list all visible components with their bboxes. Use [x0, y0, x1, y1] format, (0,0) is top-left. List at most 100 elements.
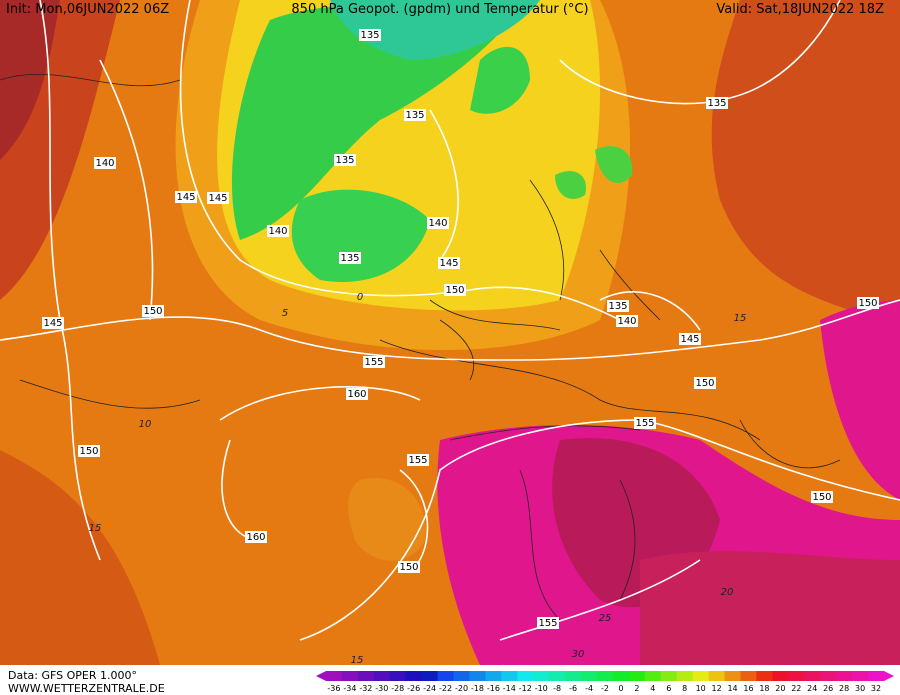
label-box — [334, 154, 356, 166]
colorbar-swatch — [549, 671, 566, 681]
geopotential-label: 155 — [408, 455, 427, 466]
colorbar-swatch — [517, 671, 534, 681]
colorbar-swatch — [708, 671, 726, 681]
init-time: Init: Mon,06JUN2022 06Z — [6, 2, 169, 17]
temperature-label: 10 — [139, 419, 152, 430]
label-box — [339, 252, 361, 264]
colorbar-label: 28 — [839, 684, 849, 693]
geopotential-label: 150 — [695, 378, 714, 389]
colorbar-label: 32 — [871, 684, 881, 693]
colorbar-label: -2 — [601, 684, 609, 693]
colorbar-label: 30 — [855, 684, 865, 693]
colorbar-label: -4 — [585, 684, 593, 693]
temperature-label: 15 — [734, 313, 747, 324]
label-box — [607, 300, 629, 312]
colorbar-swatch — [660, 671, 678, 681]
label-box — [267, 225, 289, 237]
geopotential-label: 155 — [635, 418, 654, 429]
geopotential-label: 145 — [208, 193, 227, 204]
geopotential-label: 135 — [360, 30, 379, 41]
colorbar-label: 22 — [791, 684, 801, 693]
colorbar-label: 16 — [743, 684, 753, 693]
geopotential-label: 140 — [95, 158, 114, 169]
geopotential-label: 160 — [246, 532, 265, 543]
colorbar-label: 0 — [618, 684, 623, 693]
geopotential-label: 155 — [364, 357, 383, 368]
colorbar-swatch — [421, 671, 439, 681]
colorbar: -36 -34 -32 -30 -28 -26 -24 -22 -20 -18 -16 -14 -12-… — [316, 671, 894, 693]
colorbar-swatch — [772, 671, 789, 681]
colorbar-swatch — [437, 671, 455, 681]
colorbar-label: -16 — [487, 684, 500, 693]
colorbar-swatch — [389, 671, 407, 681]
geopotential-label: 150 — [858, 298, 877, 309]
colorbar-label: -28 — [391, 684, 404, 693]
temperature-label: 20 — [721, 587, 734, 598]
colorbar-swatch — [756, 671, 773, 681]
temperature-label: 15 — [351, 655, 364, 666]
label-box — [94, 157, 116, 169]
colorbar-swatch — [373, 671, 391, 681]
geopotential-label: 150 — [812, 492, 831, 503]
label-box — [207, 192, 229, 204]
geopotential-label: 150 — [79, 446, 98, 457]
temperature-label: 5 — [282, 308, 288, 319]
colorbar-label: 10 — [696, 684, 706, 693]
label-box — [245, 531, 267, 543]
geopotential-label: 150 — [143, 306, 162, 317]
colorbar-label: 20 — [775, 684, 785, 693]
label-box — [363, 356, 385, 368]
valid-time: Valid: Sat,18JUN2022 18Z — [716, 2, 884, 17]
colorbar-label: -6 — [569, 684, 577, 693]
label-box — [616, 315, 638, 327]
colorbar-label: -10 — [535, 684, 548, 693]
colorbar-swatch — [341, 671, 359, 681]
label-box — [857, 297, 879, 309]
colorbar-swatch — [740, 671, 757, 681]
geopotential-label: 135 — [335, 155, 354, 166]
colorbar-swatch — [836, 671, 853, 681]
geopotential-label: 140 — [268, 226, 287, 237]
label-box — [42, 317, 64, 329]
colorbar-label: 2 — [634, 684, 639, 693]
label-box — [537, 617, 559, 629]
colorbar-label: 8 — [682, 684, 687, 693]
colorbar-swatch — [676, 671, 694, 681]
colorbar-swatch — [533, 671, 550, 681]
label-box — [359, 29, 381, 41]
label-box — [78, 445, 100, 457]
geopotential-label: 145 — [43, 318, 62, 329]
colorbar-swatch — [612, 671, 630, 681]
label-box — [404, 109, 426, 121]
temperature-label: 0 — [357, 292, 363, 303]
colorbar-label: -8 — [553, 684, 561, 693]
label-box — [438, 257, 460, 269]
colorbar-swatch — [326, 671, 343, 681]
colorbar-label: 18 — [759, 684, 769, 693]
colorbar-swatch — [852, 671, 869, 681]
colorbar-label: 14 — [727, 684, 737, 693]
colorbar-swatch — [628, 671, 646, 681]
colorbar-label: 12 — [712, 684, 722, 693]
colorbar-swatch — [724, 671, 742, 681]
geopotential-label: 140 — [617, 316, 636, 327]
label-box — [142, 305, 164, 317]
colorbar-swatch — [804, 671, 821, 681]
geopotential-label: 135 — [340, 253, 359, 264]
colorbar-label: -12 — [519, 684, 532, 693]
colorbar-swatch — [357, 671, 375, 681]
colorbar-swatch — [820, 671, 837, 681]
geopotential-label: 150 — [445, 285, 464, 296]
colorbar-label: -26 — [407, 684, 420, 693]
geopotential-label: 135 — [405, 110, 424, 121]
website: WWW.WETTERZENTRALE.DE — [8, 682, 165, 695]
geopotential-label: 160 — [347, 389, 366, 400]
temperature-label: 25 — [599, 613, 612, 624]
geopotential-label: 135 — [707, 98, 726, 109]
label-box — [427, 217, 449, 229]
colorbar-label: -24 — [423, 684, 436, 693]
colorbar-swatch — [692, 671, 710, 681]
colorbar-label: 6 — [666, 684, 671, 693]
map-title: 850 hPa Geopot. (gpdm) und Temperatur (°… — [291, 2, 588, 17]
